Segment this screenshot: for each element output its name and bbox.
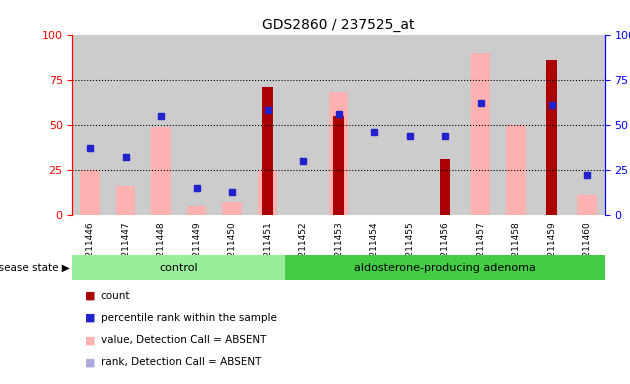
Bar <box>81 170 100 215</box>
Text: disease state ▶: disease state ▶ <box>0 263 69 273</box>
Text: count: count <box>101 291 130 301</box>
Text: ■: ■ <box>85 291 96 301</box>
Bar <box>427 35 463 215</box>
Bar <box>357 35 392 215</box>
Bar <box>250 35 285 215</box>
Bar <box>507 125 526 215</box>
Bar <box>463 35 498 215</box>
Title: GDS2860 / 237525_at: GDS2860 / 237525_at <box>262 18 415 32</box>
Bar <box>72 35 108 215</box>
Bar <box>329 92 348 215</box>
Bar <box>392 35 427 215</box>
Bar <box>333 116 344 215</box>
Bar <box>440 159 450 215</box>
Bar <box>262 87 273 215</box>
Bar <box>151 127 171 215</box>
Bar <box>534 35 570 215</box>
Bar <box>546 60 557 215</box>
Bar <box>72 255 285 280</box>
Bar <box>258 170 277 215</box>
Text: percentile rank within the sample: percentile rank within the sample <box>101 313 277 323</box>
Bar <box>179 35 214 215</box>
Bar <box>498 35 534 215</box>
Bar <box>187 206 207 215</box>
Bar <box>116 186 135 215</box>
Bar <box>321 35 357 215</box>
Text: ■: ■ <box>85 313 96 323</box>
Bar <box>144 35 179 215</box>
Text: ■: ■ <box>85 358 96 367</box>
Text: control: control <box>159 263 198 273</box>
Bar <box>471 53 490 215</box>
Text: aldosterone-producing adenoma: aldosterone-producing adenoma <box>354 263 536 273</box>
Bar <box>285 255 605 280</box>
Bar <box>222 202 242 215</box>
Bar <box>214 35 250 215</box>
Bar <box>285 35 321 215</box>
Bar <box>570 35 605 215</box>
Text: rank, Detection Call = ABSENT: rank, Detection Call = ABSENT <box>101 358 261 367</box>
Bar <box>108 35 144 215</box>
Text: ■: ■ <box>85 335 96 345</box>
Text: value, Detection Call = ABSENT: value, Detection Call = ABSENT <box>101 335 266 345</box>
Bar <box>577 195 597 215</box>
